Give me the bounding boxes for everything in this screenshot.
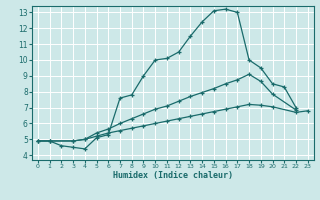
X-axis label: Humidex (Indice chaleur): Humidex (Indice chaleur): [113, 171, 233, 180]
